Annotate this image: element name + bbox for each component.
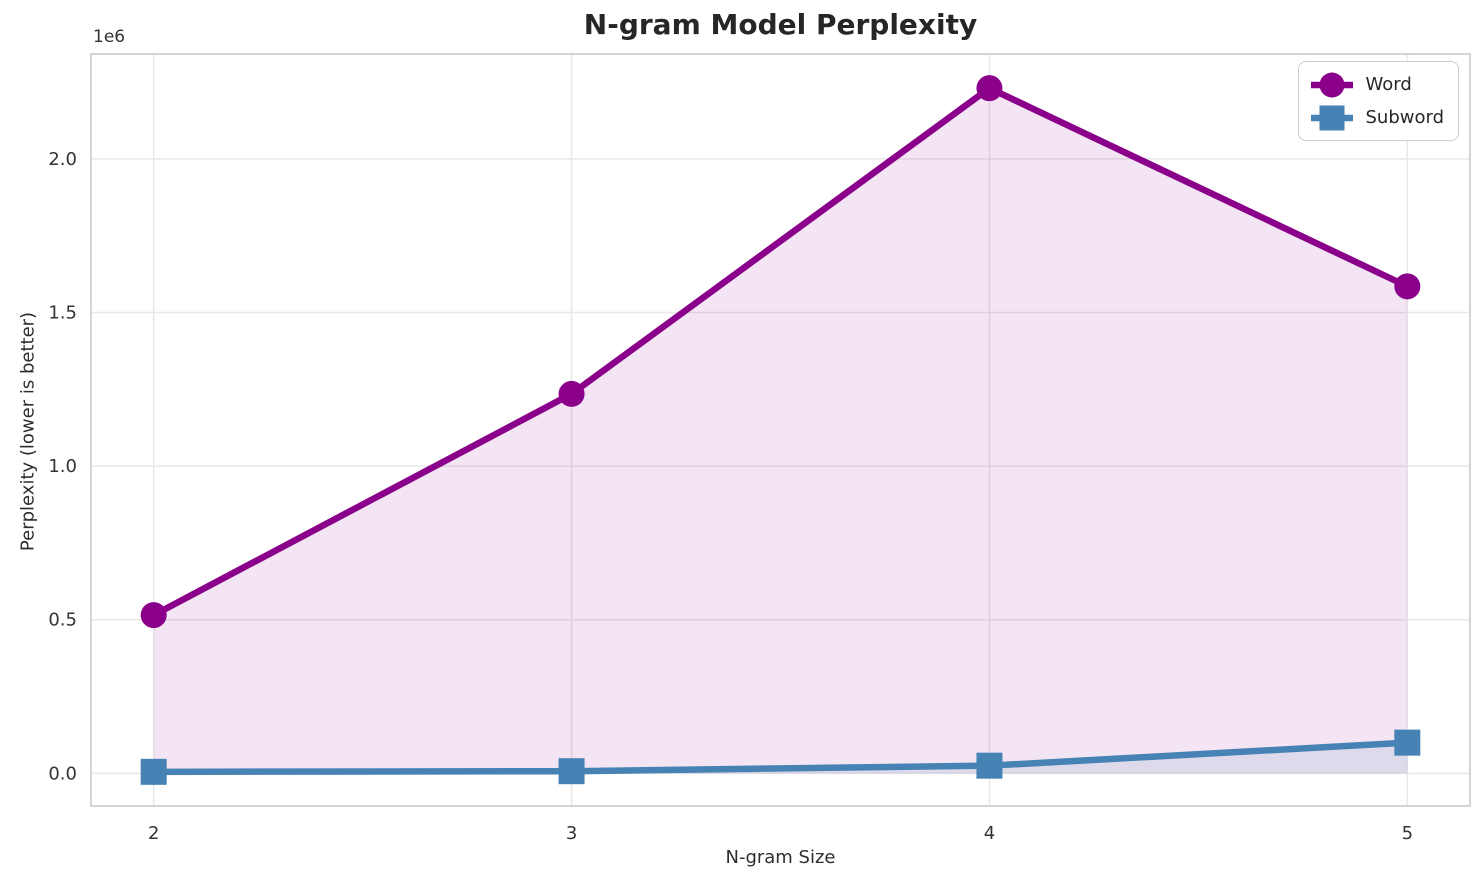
subword-area-fill [153, 742, 1408, 774]
subword-data-point [140, 758, 167, 785]
y-tick-label: 0.5 [48, 610, 77, 631]
chart-title: N-gram Model Perplexity [583, 8, 978, 41]
word-area-fill [153, 88, 1408, 774]
x-axis-label: N-gram Size [725, 847, 836, 868]
subword-line-square-marker-icon [1311, 105, 1354, 130]
y-tick-label: 2.0 [48, 149, 77, 170]
y-axis-label: Perplexity (lower is better) [17, 311, 39, 552]
legend: Word Subword [1298, 61, 1459, 141]
word-data-point [558, 380, 585, 407]
legend-item-word: Word [1309, 69, 1444, 100]
word-data-point [140, 602, 167, 629]
y-tick-label: 1.0 [48, 456, 77, 477]
word-data-point [1394, 273, 1421, 300]
x-tick-label: 2 [148, 823, 159, 844]
y-tick-label: 1.5 [48, 302, 77, 323]
legend-label-subword: Subword [1365, 107, 1444, 128]
word-line-circle-marker-icon [1311, 72, 1354, 97]
x-tick-label: 5 [1402, 823, 1413, 844]
y-tick-label: 0.0 [48, 763, 77, 784]
word-data-point [976, 75, 1003, 102]
subword-line [150, 739, 1411, 776]
x-tick-label: 3 [566, 823, 577, 844]
axes-border [90, 53, 1471, 807]
legend-item-subword: Subword [1309, 102, 1444, 133]
word-line [150, 84, 1411, 619]
subword-data-point [558, 758, 585, 785]
y-axis-offset-label: 1e6 [93, 27, 126, 47]
x-tick-label: 4 [984, 823, 995, 844]
subword-data-point [1394, 729, 1421, 756]
subword-data-point [976, 752, 1003, 779]
legend-label-word: Word [1365, 74, 1412, 95]
